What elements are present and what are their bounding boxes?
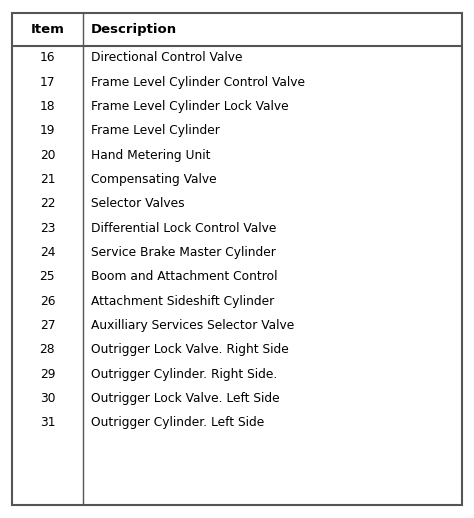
Text: Compensating Valve: Compensating Valve: [91, 173, 216, 186]
Text: 28: 28: [40, 343, 55, 356]
Text: Attachment Sideshift Cylinder: Attachment Sideshift Cylinder: [91, 295, 274, 308]
Text: Selector Valves: Selector Valves: [91, 197, 184, 210]
Text: 17: 17: [40, 76, 55, 89]
Text: Outrigger Lock Valve. Left Side: Outrigger Lock Valve. Left Side: [91, 392, 279, 405]
Text: Frame Level Cylinder Control Valve: Frame Level Cylinder Control Valve: [91, 76, 305, 89]
Text: Service Brake Master Cylinder: Service Brake Master Cylinder: [91, 246, 275, 259]
Text: 26: 26: [40, 295, 55, 308]
Text: 27: 27: [40, 319, 55, 332]
Text: Boom and Attachment Control: Boom and Attachment Control: [91, 270, 277, 283]
Text: 22: 22: [40, 197, 55, 210]
Text: Outrigger Lock Valve. Right Side: Outrigger Lock Valve. Right Side: [91, 343, 288, 356]
Text: 20: 20: [40, 149, 55, 162]
Text: Auxilliary Services Selector Valve: Auxilliary Services Selector Valve: [91, 319, 294, 332]
Text: 31: 31: [40, 416, 55, 429]
Text: 23: 23: [40, 222, 55, 235]
Text: 25: 25: [40, 270, 55, 283]
Text: Frame Level Cylinder: Frame Level Cylinder: [91, 124, 219, 137]
Text: 21: 21: [40, 173, 55, 186]
Text: Outrigger Cylinder. Right Side.: Outrigger Cylinder. Right Side.: [91, 368, 277, 381]
Text: 19: 19: [40, 124, 55, 137]
Text: 16: 16: [40, 51, 55, 64]
Text: Differential Lock Control Valve: Differential Lock Control Valve: [91, 222, 276, 235]
Text: Outrigger Cylinder. Left Side: Outrigger Cylinder. Left Side: [91, 416, 264, 429]
Text: Description: Description: [91, 23, 177, 36]
Text: Hand Metering Unit: Hand Metering Unit: [91, 149, 210, 162]
Text: Directional Control Valve: Directional Control Valve: [91, 51, 242, 64]
Text: Frame Level Cylinder Lock Valve: Frame Level Cylinder Lock Valve: [91, 100, 288, 113]
Text: 29: 29: [40, 368, 55, 381]
Text: 18: 18: [40, 100, 55, 113]
Text: 24: 24: [40, 246, 55, 259]
Text: Item: Item: [30, 23, 64, 36]
Text: 30: 30: [40, 392, 55, 405]
